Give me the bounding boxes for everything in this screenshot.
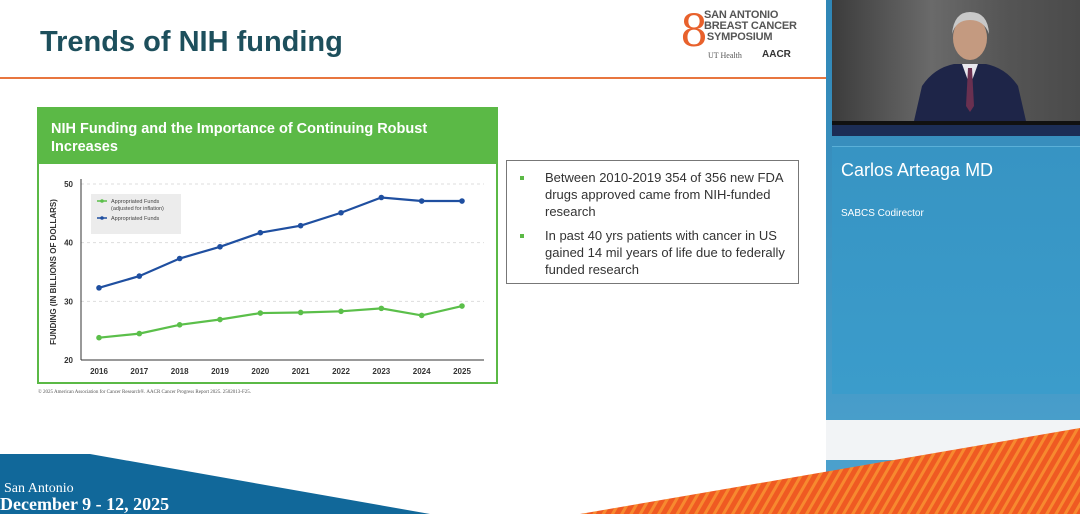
banner-orange-stripes xyxy=(580,428,1080,514)
data-point xyxy=(176,255,183,262)
speaker-figure xyxy=(914,12,1026,121)
slide-title: Trends of NIH funding xyxy=(40,26,343,58)
speaker-role: SABCS Codirector xyxy=(841,208,924,219)
y-axis-label: FUNDING (IN BILLIONS OF DOLLARS) xyxy=(49,199,58,345)
sabcs-ribbon-icon: 8 xyxy=(680,6,708,57)
x-tick-label: 2020 xyxy=(251,367,269,376)
data-point xyxy=(378,194,385,201)
chart-credit: © 2025 American Association for Cancer R… xyxy=(38,390,251,395)
speaker-video xyxy=(832,0,1080,121)
data-point xyxy=(459,303,465,309)
legend-label: Appropriated Funds xyxy=(111,216,160,222)
bullet-item: Between 2010-2019 354 of 356 new FDA dru… xyxy=(520,169,788,220)
logo-line: SYMPOSIUM xyxy=(706,31,773,43)
data-point xyxy=(96,334,102,341)
data-point xyxy=(297,309,304,316)
event-city: San Antonio xyxy=(4,481,74,496)
data-point xyxy=(418,312,425,319)
x-tick-label: 2018 xyxy=(171,367,189,376)
x-tick-label: 2019 xyxy=(211,367,229,376)
speaker-name: Carlos Arteaga MD xyxy=(841,160,994,180)
chart-title: NIH Funding and the Importance of Contin… xyxy=(39,109,496,164)
data-point xyxy=(217,243,223,250)
sabcs-logo: 8 SAN ANTONIO BREAST CANCER SYMPOSIUM UT … xyxy=(676,8,801,70)
x-tick-label: 2021 xyxy=(292,367,310,376)
y-tick-label: 20 xyxy=(64,356,73,365)
legend-label: (adjusted for inflation) xyxy=(111,206,164,212)
data-point xyxy=(297,222,304,229)
legend-label: Appropriated Funds xyxy=(111,199,160,205)
x-tick-label: 2016 xyxy=(90,367,108,376)
chart-panel: NIH Funding and the Importance of Contin… xyxy=(37,107,498,384)
data-point xyxy=(217,316,223,323)
data-point xyxy=(459,198,465,204)
data-point xyxy=(136,273,143,279)
data-point xyxy=(257,310,264,316)
y-tick-label: 30 xyxy=(64,297,73,306)
legend-marker xyxy=(100,216,104,220)
x-tick-label: 2022 xyxy=(332,367,350,376)
podium-bar xyxy=(832,121,1080,136)
title-divider xyxy=(0,77,826,79)
data-point xyxy=(176,322,183,328)
series-line xyxy=(98,304,463,339)
aacr-logo: AACR xyxy=(762,49,791,60)
bullet-item: In past 40 yrs patients with cancer in U… xyxy=(520,227,788,278)
speaker-card: Carlos Arteaga MD SABCS Codirector xyxy=(832,146,1080,394)
ut-health-logo: UT Health xyxy=(708,51,742,60)
legend-marker xyxy=(100,199,104,203)
y-tick-label: 40 xyxy=(64,239,73,248)
x-tick-label: 2017 xyxy=(130,367,148,376)
series-line xyxy=(98,196,462,289)
event-banner xyxy=(0,420,1080,514)
data-point xyxy=(257,229,264,236)
x-tick-label: 2025 xyxy=(453,367,471,376)
data-point xyxy=(338,209,344,216)
bullet-box: Between 2010-2019 354 of 356 new FDA dru… xyxy=(506,160,799,284)
data-point xyxy=(96,285,102,291)
y-tick-label: 50 xyxy=(64,180,73,189)
slide: Trends of NIH funding 8 SAN ANTONIO BREAS… xyxy=(0,8,826,395)
data-point xyxy=(338,308,344,315)
logo-line: BREAST CANCER xyxy=(704,20,797,32)
banner-blue-shape xyxy=(0,454,430,514)
x-tick-label: 2024 xyxy=(413,367,431,376)
data-point xyxy=(418,198,425,204)
line-chart: 20 30 40 50 2016 2017 2018 2019 2020 2021 2022 2023… xyxy=(49,179,484,376)
logo-line: SAN ANTONIO xyxy=(704,9,779,21)
data-point xyxy=(378,305,385,312)
event-dates: December 9 - 12, 2025 xyxy=(0,494,170,514)
x-tick-label: 2023 xyxy=(372,367,390,376)
data-point xyxy=(136,330,143,337)
